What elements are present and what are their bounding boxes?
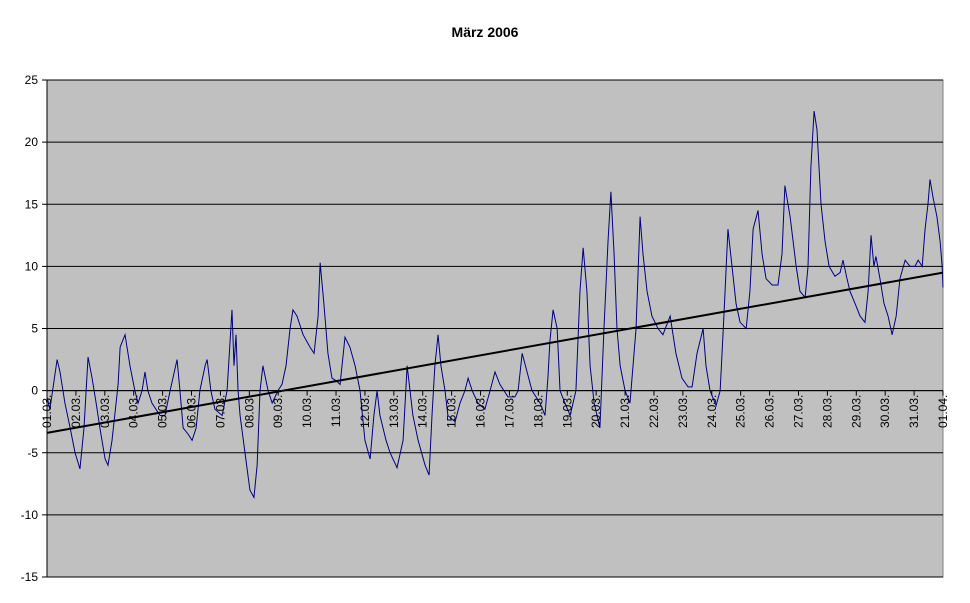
x-tick-label: 03.03. <box>98 395 112 428</box>
x-tick-label: 23.03. <box>676 395 690 428</box>
x-tick-label: 02.03. <box>69 395 83 428</box>
x-tick-label: 06.03. <box>185 395 199 428</box>
y-tick-label: 25 <box>25 73 39 87</box>
x-tick-label: 30.03. <box>878 395 892 428</box>
x-tick-label: 17.03. <box>502 395 516 428</box>
x-tick-label: 16.03. <box>474 395 488 428</box>
x-tick-label: 20.03. <box>589 395 603 428</box>
x-tick-label: 19.03. <box>560 395 574 428</box>
x-tick-label: 01.04. <box>936 395 950 428</box>
marks <box>46 110 944 500</box>
x-tick-label: 29.03. <box>849 395 863 428</box>
chart-title: März 2006 <box>452 24 519 40</box>
data-line <box>46 110 944 500</box>
y-tick-label: -15 <box>21 570 39 584</box>
x-tick-label: 07.03. <box>213 395 227 428</box>
y-tick-label: -5 <box>27 446 38 460</box>
y-tick-label: 20 <box>25 135 39 149</box>
x-tick-label: 13.03. <box>387 395 401 428</box>
y-tick-label: 5 <box>31 322 38 336</box>
x-tick-label: 25.03. <box>734 395 748 428</box>
x-tick-label: 11.03. <box>329 395 343 427</box>
x-tick-label: 31.03. <box>907 395 921 428</box>
y-tick-label: -10 <box>21 508 39 522</box>
x-tick-label: 15.03. <box>445 395 459 428</box>
x-tick-label: 12.03. <box>358 395 372 428</box>
x-tick-label: 05.03. <box>156 395 170 428</box>
x-tick-label: 18.03. <box>531 395 545 428</box>
x-tick-label: 08.03. <box>242 395 256 428</box>
x-tick-label: 27.03. <box>791 395 805 428</box>
y-tick-label: 0 <box>31 384 38 398</box>
grid <box>42 79 944 578</box>
x-tick-label: 04.03. <box>127 395 141 428</box>
x-tick-label: 21.03. <box>618 395 632 428</box>
x-tick-label: 01.03. <box>40 395 54 428</box>
x-tick-label: 14.03. <box>416 395 430 428</box>
x-tick-label: 28.03. <box>820 395 834 428</box>
x-tick-label: 09.03. <box>271 395 285 428</box>
x-tick-label: 26.03. <box>763 395 777 428</box>
y-tick-label: 10 <box>25 259 39 273</box>
y-tick-label: 15 <box>25 197 39 211</box>
x-tick-label: 22.03. <box>647 395 661 428</box>
x-tick-label: 10.03. <box>300 395 314 428</box>
trend-line <box>46 271 944 434</box>
x-tick-label: 24.03. <box>705 395 719 428</box>
